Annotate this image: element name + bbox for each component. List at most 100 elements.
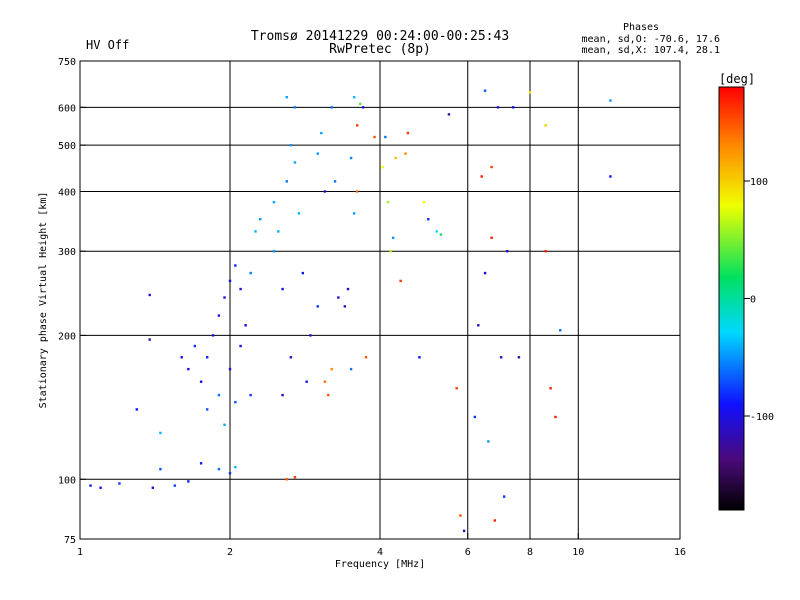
y-tick-label: 750	[58, 57, 76, 68]
stats-heading: Phases	[623, 22, 659, 33]
x-axis-label: Frequency [MHz]	[335, 559, 425, 570]
data-point	[244, 324, 247, 327]
data-point	[609, 175, 612, 178]
data-point	[427, 218, 430, 221]
y-axis: 75 100 200 300 400 500 600 750	[58, 57, 86, 546]
data-point	[249, 271, 252, 275]
colorbar-label: [deg]	[719, 72, 755, 86]
data-point	[352, 212, 356, 215]
data-point	[289, 143, 293, 147]
data-point	[180, 356, 183, 359]
y-tick-label: 600	[58, 103, 76, 114]
data-point	[333, 180, 337, 183]
data-point	[422, 200, 426, 204]
data-point	[406, 131, 410, 135]
data-point	[316, 152, 319, 155]
y-tick-label: 100	[58, 475, 76, 486]
y-tick-label: 75	[64, 535, 76, 546]
data-point	[217, 314, 221, 317]
data-point	[316, 305, 319, 308]
y-axis-label: Stationary phase Virtual Height [km]	[38, 192, 49, 409]
data-point	[205, 356, 209, 359]
data-point	[505, 250, 509, 253]
data-point	[151, 486, 155, 489]
data-point	[386, 200, 390, 204]
x-tick-label: 10	[572, 547, 584, 558]
data-point	[239, 287, 242, 291]
data-point	[293, 476, 297, 479]
data-point	[355, 190, 359, 193]
y-tick-label: 300	[58, 247, 76, 258]
data-point	[361, 106, 365, 109]
data-point	[223, 296, 226, 299]
x-axis: 1 2 4 6 8 10 16	[77, 533, 686, 558]
data-point	[297, 212, 301, 215]
data-point	[99, 486, 102, 489]
data-point	[285, 95, 288, 99]
data-point	[337, 296, 340, 299]
data-point	[173, 484, 177, 487]
stats-x-mode: mean, sd,X: 107.4, 28.1	[582, 45, 720, 56]
data-point	[381, 165, 384, 169]
data-point	[118, 482, 121, 485]
data-point	[447, 113, 451, 116]
data-point	[211, 334, 215, 337]
grid-lines	[80, 61, 680, 539]
data-point	[320, 131, 323, 135]
data-point	[217, 393, 221, 397]
data-point	[193, 344, 197, 348]
data-point	[223, 423, 226, 427]
data-point	[554, 415, 557, 419]
data-point	[459, 514, 462, 517]
data-point	[389, 250, 392, 253]
data-point	[490, 236, 493, 240]
data-point	[301, 271, 305, 275]
data-point	[289, 356, 293, 359]
data-point	[418, 356, 421, 359]
data-point	[323, 190, 327, 193]
chart-subtitle: RwPretec (8p)	[329, 42, 431, 57]
data-point	[277, 230, 280, 233]
data-point	[483, 271, 487, 275]
data-point	[228, 279, 232, 283]
phase-colorbar: [deg] 100 0 -100	[718, 72, 774, 511]
data-point	[349, 367, 353, 371]
data-point	[293, 161, 297, 164]
data-point	[330, 367, 333, 371]
data-point	[391, 236, 395, 240]
data-point	[358, 102, 362, 106]
x-tick-label: 1	[77, 547, 83, 558]
data-point	[187, 480, 190, 483]
data-point	[346, 287, 350, 291]
data-point	[305, 380, 308, 383]
data-point	[217, 467, 221, 471]
data-point	[330, 106, 333, 109]
data-point	[234, 264, 237, 267]
data-point	[135, 408, 138, 411]
data-point	[544, 124, 547, 127]
data-point	[517, 356, 521, 359]
colorbar-tick-label: 100	[750, 177, 768, 188]
data-point	[493, 519, 497, 522]
data-point	[544, 250, 547, 253]
data-point	[285, 478, 288, 481]
data-point	[394, 156, 397, 160]
data-point	[439, 233, 443, 236]
data-points	[89, 89, 612, 533]
stats-o-mode: mean, sd,O: -70.6, 17.6	[582, 34, 720, 45]
data-point	[239, 344, 242, 348]
data-point	[281, 287, 284, 291]
colorbar-tick-label: 0	[750, 295, 756, 306]
data-point	[285, 180, 288, 183]
data-point	[89, 484, 92, 487]
colorbar-tick-label: -100	[750, 412, 774, 423]
x-tick-label: 4	[377, 547, 383, 558]
data-point	[234, 465, 237, 469]
data-point	[404, 152, 407, 155]
data-point	[487, 440, 490, 443]
data-point	[496, 106, 500, 109]
data-point	[281, 393, 284, 397]
data-point	[499, 356, 503, 359]
colorbar-gradient	[718, 86, 745, 511]
data-point	[293, 106, 297, 109]
